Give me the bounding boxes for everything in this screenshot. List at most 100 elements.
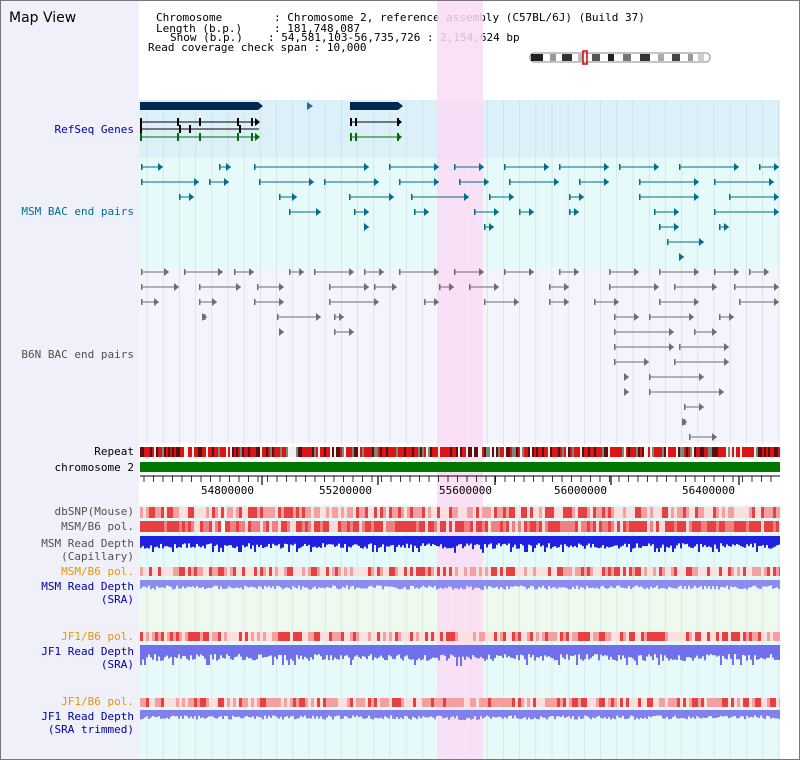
depth-bar — [332, 645, 334, 661]
depth-bar — [190, 645, 192, 656]
track-label-b6n-bac[interactable]: B6N BAC end pairs — [21, 348, 134, 361]
pol-cell — [314, 521, 317, 532]
depth-bar — [262, 580, 264, 590]
depth-bar — [364, 710, 366, 719]
depth-bar — [230, 580, 232, 588]
depth-bar — [428, 536, 430, 544]
track-label-chromosome[interactable]: chromosome 2 — [54, 461, 134, 474]
genome-tracks-canvas[interactable]: 54800000 55200000 55600000 56000000 56400000 — [139, 0, 780, 760]
repeat-block — [518, 447, 520, 457]
bac-end — [712, 283, 717, 291]
pol-cell — [368, 507, 371, 518]
track-label-dbsnp[interactable]: dbSNP(Mouse) — [54, 505, 134, 518]
depth-bar — [152, 536, 154, 552]
track-label-refseq[interactable]: RefSeq Genes — [54, 123, 134, 136]
depth-bar — [444, 645, 446, 656]
depth-bar — [242, 710, 244, 719]
pol-cell — [179, 521, 182, 532]
depth-bar — [716, 580, 718, 587]
depth-bar — [494, 536, 496, 549]
depth-bar — [506, 536, 508, 546]
track-label-jf1-depth-sra-2[interactable]: (SRA) — [100, 658, 134, 671]
pol-cell — [461, 698, 464, 707]
b6n-bac-track[interactable] — [141, 268, 779, 441]
track-label-msm-bac[interactable]: MSM BAC end pairs — [21, 205, 134, 218]
pol-cell — [416, 698, 419, 707]
depth-bar — [160, 536, 162, 544]
repeat-block — [492, 447, 494, 457]
depth-bar — [574, 536, 576, 547]
track-label-repeat[interactable]: Repeat — [94, 445, 134, 458]
depth-bar — [490, 710, 492, 719]
track-label-msm-depth-cap-2[interactable]: (Capillary) — [61, 550, 134, 563]
chromosome-ideogram[interactable] — [528, 50, 714, 66]
pol-cell — [197, 567, 200, 576]
pol-cell — [488, 567, 491, 576]
depth-bar — [420, 710, 422, 719]
track-label-jf1-pol-1[interactable]: JF1/B6 pol. — [61, 630, 134, 643]
depth-bar — [724, 536, 726, 548]
pol-cell — [140, 521, 143, 532]
track-label-jf1-depth-trim-2[interactable]: (SRA trimmed) — [47, 723, 134, 736]
pol-cell — [572, 698, 575, 707]
repeat-block — [596, 447, 598, 457]
depth-bar — [228, 645, 230, 657]
track-label-msm-pol-1[interactable]: MSM/B6 pol. — [61, 520, 134, 533]
depth-bar — [722, 536, 724, 546]
depth-bar — [674, 580, 676, 589]
depth-bar — [668, 710, 670, 720]
pol-cell — [653, 632, 656, 641]
track-label-msm-depth-sra-1[interactable]: MSM Read Depth — [41, 580, 134, 593]
pol-cell — [311, 507, 314, 518]
pol-cell — [221, 567, 224, 576]
depth-bar — [526, 710, 528, 720]
depth-bar — [188, 536, 190, 544]
depth-bar — [546, 645, 548, 657]
bac-end — [199, 299, 201, 305]
repeat-block — [568, 447, 570, 457]
bac-end — [774, 193, 779, 201]
track-label-msm-depth-sra-2[interactable]: (SRA) — [100, 593, 134, 606]
pol-cell — [731, 507, 734, 518]
repeat-block — [730, 447, 732, 457]
pol-cell — [425, 507, 428, 518]
bac-end — [699, 238, 704, 246]
track-label-msm-depth-cap-1[interactable]: MSM Read Depth — [41, 537, 134, 550]
exon — [350, 118, 352, 126]
depth-bar — [216, 536, 218, 545]
pol-cell — [275, 632, 278, 641]
depth-bar — [494, 580, 496, 588]
track-label-jf1-pol-2[interactable]: JF1/B6 pol. — [61, 695, 134, 708]
depth-bar — [720, 710, 722, 716]
msm-bac-track[interactable] — [141, 163, 779, 261]
pol-cell — [587, 567, 590, 576]
track-label-msm-pol-2[interactable]: MSM/B6 pol. — [61, 565, 134, 578]
pol-cell — [470, 698, 473, 707]
depth-bar — [766, 710, 768, 716]
pol-cell — [191, 632, 194, 641]
pol-cell — [608, 507, 611, 518]
depth-bar — [544, 536, 546, 552]
repeat-block — [698, 447, 700, 457]
depth-bar — [288, 536, 290, 552]
track-label-jf1-depth-trim-1[interactable]: JF1 Read Depth — [41, 710, 134, 723]
pol-cell — [497, 698, 500, 707]
depth-bar — [334, 536, 336, 547]
refseq-genes-track[interactable] — [140, 102, 403, 141]
depth-bar — [268, 536, 270, 544]
depth-bar — [646, 710, 648, 719]
depth-bar — [616, 710, 618, 716]
pol-cell — [191, 698, 194, 707]
track-label-jf1-depth-sra-1[interactable]: JF1 Read Depth — [41, 645, 134, 658]
repeat-block — [454, 447, 456, 457]
pol-cell — [668, 698, 671, 707]
bac-end — [434, 178, 439, 186]
depth-bar — [532, 580, 534, 587]
repeat-block — [600, 447, 602, 457]
depth-bar — [250, 645, 252, 659]
pol-cell — [290, 698, 293, 707]
pol-cell — [428, 567, 431, 576]
depth-bar — [674, 536, 676, 549]
depth-bar — [186, 536, 188, 548]
pol-cell — [347, 507, 350, 518]
